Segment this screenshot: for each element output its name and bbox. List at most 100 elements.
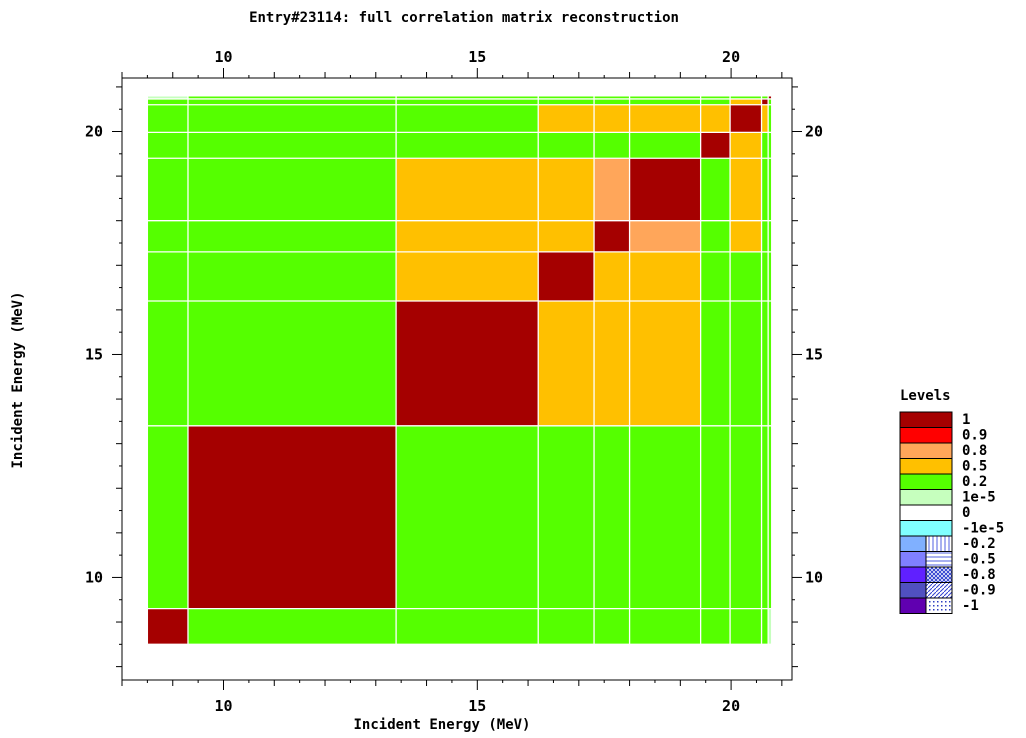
legend-pattern-12 — [925, 597, 953, 614]
legend-label-6: 0 — [962, 505, 970, 521]
heatmap-cell-4-5 — [629, 220, 701, 252]
heatmap-cell-1-2 — [396, 425, 539, 609]
legend-pattern-11 — [925, 582, 953, 599]
heatmap-cell-1-5 — [629, 425, 701, 609]
heatmap-cell-2-3 — [538, 300, 595, 426]
heatmap-cell-5-4 — [594, 158, 630, 221]
heatmap-cell-6-7 — [730, 132, 762, 159]
heatmap-cell-8-5 — [629, 98, 701, 105]
heatmap-cell-1-4 — [594, 425, 630, 609]
heatmap-cell-3-0 — [147, 251, 188, 301]
heatmap-cell-3-8 — [761, 251, 769, 301]
heatmap-cell-5-1 — [187, 158, 397, 221]
heatmap-cell-2-7 — [730, 300, 762, 426]
legend-swatch-7 — [899, 520, 953, 537]
y-tick-label-left: 20 — [85, 123, 103, 141]
x-tick-label-bottom: 10 — [214, 697, 232, 715]
heatmap-cell-7-0 — [147, 104, 188, 133]
legend-pattern-9 — [925, 551, 953, 568]
heatmap-cell-8-8 — [761, 98, 769, 105]
heatmap-cell-0-2 — [396, 608, 539, 645]
heatmap-cell-5-6 — [700, 158, 731, 221]
heatmap-cell-2-8 — [761, 300, 769, 426]
heatmap-cell-5-0 — [147, 158, 188, 221]
legend-label-7: -1e-5 — [962, 521, 1004, 537]
legend-swatch-4 — [899, 473, 953, 490]
heatmap-cell-3-3 — [538, 251, 595, 301]
y-tick-label-left: 10 — [85, 568, 103, 586]
heatmap-cell-5-3 — [538, 158, 595, 221]
heatmap-cell-0-6 — [700, 608, 731, 645]
heatmap-cell-0-3 — [538, 608, 595, 645]
heatmap-cell-3-6 — [700, 251, 731, 301]
legend-swatch-1 — [899, 427, 953, 444]
plot-frame — [121, 77, 793, 681]
heatmap-cell-3-9 — [768, 251, 772, 301]
heatmap-cell-9-6 — [700, 95, 731, 99]
heatmap-cell-1-9 — [768, 425, 772, 609]
axes: 10 10 15 15 20 20 10 10 15 15 20 20 — [85, 48, 823, 715]
heatmap-cell-0-5 — [629, 608, 701, 645]
heatmap-cell-5-9 — [768, 158, 772, 221]
heatmap-cell-4-2 — [396, 220, 539, 252]
heatmap-cell-5-5 — [629, 158, 701, 221]
heatmap-cell-1-6 — [700, 425, 731, 609]
heatmap-cell-3-5 — [629, 251, 701, 301]
legend-swatch-8 — [899, 535, 927, 552]
legend-label-10: -0.8 — [962, 567, 996, 583]
heatmap-cell-9-7 — [730, 95, 762, 99]
y-tick-label-right: 10 — [805, 568, 823, 586]
heatmap-cell-6-3 — [538, 132, 595, 159]
heatmap-cell-7-1 — [187, 104, 397, 133]
heatmap-cell-3-2 — [396, 251, 539, 301]
heatmap-cell-8-4 — [594, 98, 630, 105]
legend-swatch-11 — [899, 582, 927, 599]
heatmap-cell-4-9 — [768, 220, 772, 252]
legend-label-4: 0.2 — [962, 474, 987, 490]
heatmap-cell-6-0 — [147, 132, 188, 159]
heatmap-cell-1-1 — [187, 425, 397, 609]
legend-label-9: -0.5 — [962, 552, 996, 568]
heatmap-cell-8-2 — [396, 98, 539, 105]
heatmap-cell-2-5 — [629, 300, 701, 426]
heatmap-cell-0-7 — [730, 608, 762, 645]
heatmap-cell-5-2 — [396, 158, 539, 221]
heatmap-cell-6-2 — [396, 132, 539, 159]
x-axis-label: Incident Energy (MeV) — [353, 717, 530, 733]
heatmap-cell-8-0 — [147, 98, 188, 105]
heatmap-cell-7-9 — [768, 104, 772, 133]
x-tick-label-top: 20 — [722, 48, 740, 66]
heatmap-cell-7-6 — [700, 104, 731, 133]
heatmap-cell-4-0 — [147, 220, 188, 252]
heatmap-cell-4-8 — [761, 220, 769, 252]
y-axis-label: Incident Energy (MeV) — [10, 291, 26, 468]
heatmap-cell-2-0 — [147, 300, 188, 426]
heatmap-cell-9-3 — [538, 95, 595, 99]
heatmap-cell-9-1 — [187, 95, 397, 99]
heatmap-cell-4-1 — [187, 220, 397, 252]
legend-swatch-5 — [899, 489, 953, 506]
heatmap-cell-5-8 — [761, 158, 769, 221]
heatmap-cell-1-3 — [538, 425, 595, 609]
heatmap-cell-9-8 — [761, 95, 769, 99]
legend-swatch-2 — [899, 442, 953, 459]
legend-pattern-10 — [925, 566, 953, 583]
heatmap-cell-0-4 — [594, 608, 630, 645]
legend-label-0: 1 — [962, 412, 970, 428]
heatmap-cell-7-3 — [538, 104, 595, 133]
heatmap-cell-6-8 — [761, 132, 769, 159]
heatmap-cell-5-7 — [730, 158, 762, 221]
heatmap-cell-8-7 — [730, 98, 762, 105]
heatmap-cell-0-8 — [761, 608, 769, 645]
legend-swatch-0 — [899, 411, 953, 428]
heatmap-cell-1-8 — [761, 425, 769, 609]
legend-label-8: -0.2 — [962, 536, 996, 552]
heatmap-cell-8-3 — [538, 98, 595, 105]
heatmap-cell-4-4 — [594, 220, 630, 252]
heatmap-cell-1-7 — [730, 425, 762, 609]
legend-title: Levels — [900, 388, 951, 404]
heatmap-cell-7-2 — [396, 104, 539, 133]
x-tick-label-top: 15 — [468, 48, 486, 66]
heatmap-cell-2-9 — [768, 300, 772, 426]
